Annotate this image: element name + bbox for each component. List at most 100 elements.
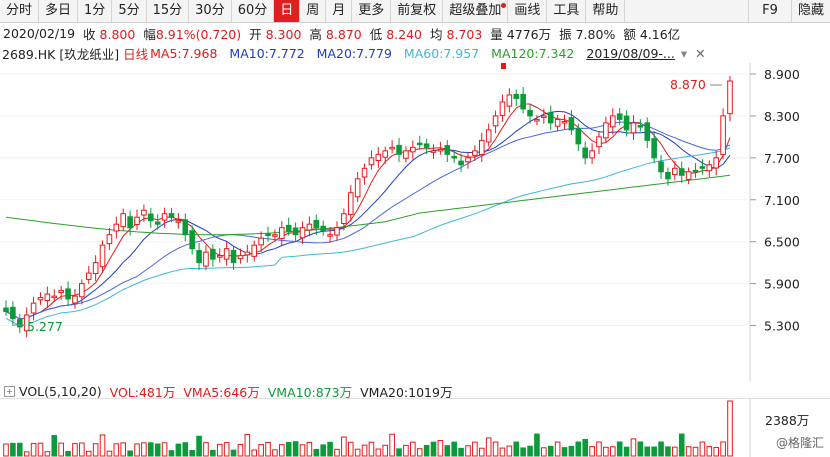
volume-bar: [451, 441, 457, 457]
volume-bar: [706, 446, 713, 457]
volume-bar: [389, 433, 395, 457]
tools-button[interactable]: 工具: [547, 0, 587, 22]
volume-bar: [478, 447, 485, 457]
volume-bar: [113, 443, 120, 457]
volume-chart[interactable]: 2388万: [0, 398, 830, 457]
ma120-value: MA120:7.342: [491, 45, 575, 61]
draw-line-button[interactable]: 画线: [508, 0, 548, 22]
volume-bar: [582, 438, 589, 457]
candle-body: [603, 122, 609, 139]
tab-60min[interactable]: 60分: [232, 0, 275, 22]
candle-body: [478, 139, 485, 156]
expand-box-icon[interactable]: +: [4, 385, 15, 397]
forward-adjust-button[interactable]: 前复权: [391, 0, 444, 22]
volume-bar: [699, 441, 706, 457]
volume-bar: [623, 446, 630, 457]
close-price: 收 8.800: [83, 24, 135, 43]
volume-bar: [251, 449, 258, 457]
date-range-select[interactable]: 2019/08/09-...: [586, 45, 675, 61]
amt-label: 额: [623, 26, 636, 42]
open-price: 开 8.300: [249, 24, 301, 43]
tab-15min[interactable]: 15分: [147, 0, 190, 22]
volume-indicator[interactable]: VOL(5,10,20): [19, 383, 102, 399]
candle-body: [92, 262, 99, 275]
candle-body: [485, 129, 492, 143]
volume-bar: [465, 445, 471, 457]
candle-body: [347, 192, 354, 215]
tab-week[interactable]: 周: [300, 0, 327, 22]
volume-bar: [258, 444, 264, 457]
more-button[interactable]: 更多: [352, 0, 392, 22]
f9-button[interactable]: F9: [747, 0, 792, 22]
close-icon[interactable]: ✕: [695, 45, 706, 61]
volume-bar: [485, 437, 492, 457]
volume-bar: [554, 441, 561, 457]
low-label: 低: [369, 26, 383, 42]
volume-bar: [161, 442, 168, 457]
candle-body: [423, 143, 430, 148]
candle-body: [499, 101, 506, 116]
volume-bar: [513, 441, 520, 457]
volume-bar: [92, 443, 99, 457]
candle-body: [182, 219, 189, 236]
ma-legend: 2689.HK [玖龙纸业] 日线 MA5:7.968 MA10:7.772 M…: [0, 43, 830, 63]
volume-bar: [72, 443, 78, 457]
volume-bar: [106, 450, 113, 457]
super-overlay-button[interactable]: 超级叠加: [443, 0, 509, 22]
tab-day[interactable]: 日: [274, 0, 301, 22]
watermark: @格隆汇: [775, 436, 824, 450]
tab-5min[interactable]: 5分: [112, 0, 147, 22]
volume-bar: [382, 444, 389, 457]
amount: 额 4.16亿: [623, 24, 680, 43]
volume-bar: [341, 436, 347, 457]
tab-minute[interactable]: 分时: [0, 0, 40, 22]
hide-button[interactable]: 隐藏: [797, 3, 824, 18]
volume-bar: [65, 450, 71, 457]
volume-bar: [292, 441, 299, 457]
candle-body: [616, 113, 623, 120]
volume-bar: [527, 445, 533, 457]
help-button[interactable]: 帮助: [586, 0, 626, 22]
candle-body: [665, 171, 671, 180]
volume-bar: [361, 444, 368, 457]
tab-1min[interactable]: 1分: [78, 0, 113, 22]
candle-body: [720, 115, 726, 156]
candle-body: [520, 93, 526, 110]
volume-bar: [458, 447, 464, 457]
volume-bar: [665, 446, 671, 457]
notification-dot-icon: [501, 3, 507, 8]
tab-month[interactable]: 月: [326, 0, 353, 22]
candle-body: [216, 255, 223, 258]
volume-bar: [672, 446, 678, 457]
tab-30min[interactable]: 30分: [189, 0, 232, 22]
amp-value: 7.80%: [575, 26, 616, 42]
candle-body: [596, 136, 602, 148]
volume-bar: [416, 448, 423, 457]
volume-bar: [265, 441, 271, 457]
volume-bar: [430, 441, 437, 457]
volume-bar: [541, 447, 547, 457]
volume-bar: [30, 442, 37, 457]
candle-body: [285, 224, 292, 232]
chevron-down-icon[interactable]: ▾: [680, 45, 688, 61]
candle-body: [37, 297, 44, 301]
candle-body: [10, 306, 16, 320]
candle-body: [354, 178, 361, 198]
volume-bar: [520, 447, 526, 457]
candle-body: [210, 248, 216, 260]
candle-body: [120, 213, 127, 228]
tab-multiday[interactable]: 多日: [39, 0, 79, 22]
volume-bar: [651, 446, 657, 457]
volume-bar: [375, 448, 382, 457]
candle-body: [589, 150, 595, 159]
candle-body: [658, 161, 664, 173]
candlestick-chart[interactable]: 8.900 8.300 7.700 7.100 6.500 5.900 5.300 8.87…: [0, 63, 830, 381]
volume-bar: [692, 446, 699, 457]
candle-body: [113, 223, 120, 232]
candle-body: [458, 160, 464, 166]
candle-body: [230, 249, 237, 264]
vol-label: 量: [490, 26, 503, 42]
change-label: 幅: [143, 26, 156, 42]
vma20-value: VMA20:1019万: [360, 384, 453, 400]
volume-bar: [327, 441, 333, 457]
